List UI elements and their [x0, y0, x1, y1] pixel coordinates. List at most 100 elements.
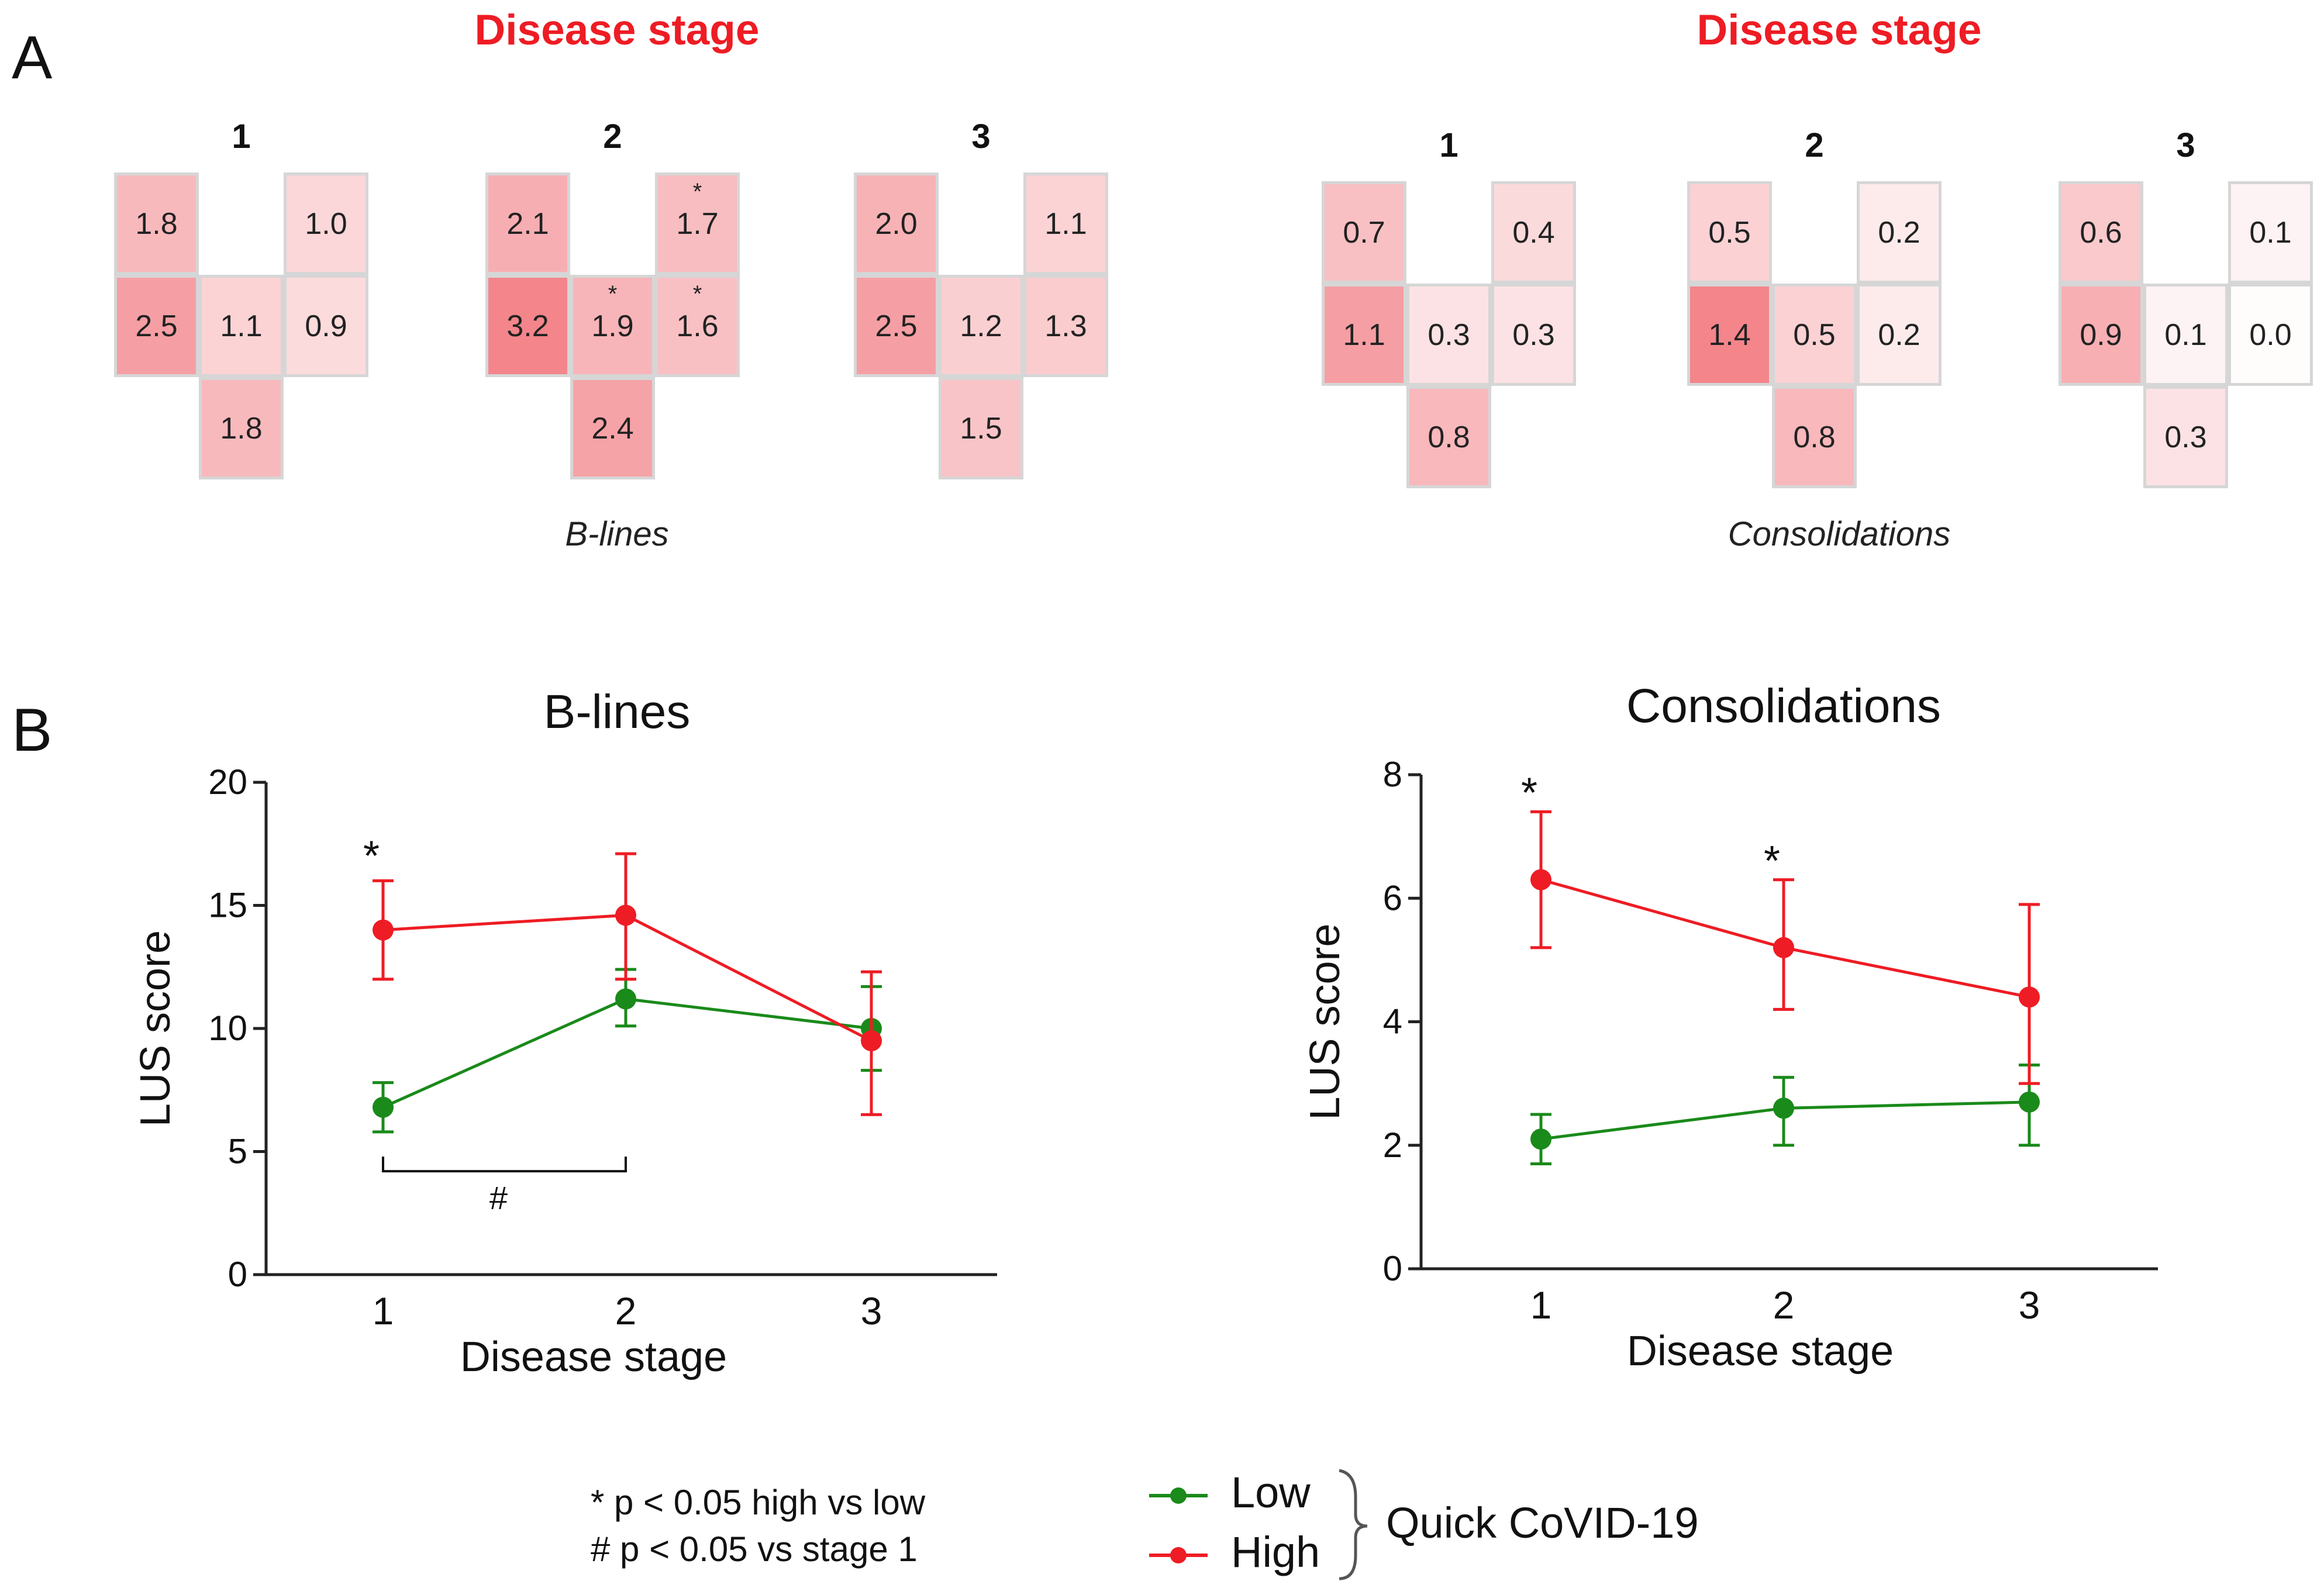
- b-lines-stage-1-mid-right-cell: 0.9: [284, 275, 368, 377]
- significance-star: *: [1521, 770, 1537, 817]
- b-lines-stage-1-top-right-cell: 1.0: [284, 172, 368, 275]
- b-lines-chart: B-lines 0 5 10 15 20 1 2 3 Disease stage LUS score…: [132, 685, 997, 1380]
- data-point: [1530, 1128, 1551, 1150]
- significance-star: *: [363, 833, 380, 879]
- consolidations-stage-1-mid-left-cell: 1.1: [1322, 284, 1406, 386]
- consolidations-stage-1-label: 1: [1439, 126, 1458, 164]
- data-point: [373, 919, 394, 941]
- y-tick-label: 0: [1383, 1249, 1402, 1288]
- consolidations-stage-2-mid-center-cell: 0.5: [1772, 284, 1857, 386]
- y-tick-label: 2: [1383, 1126, 1402, 1165]
- y-tick-label: 6: [1383, 878, 1402, 917]
- significance-star: *: [692, 281, 702, 307]
- legend-low-label: Low: [1231, 1468, 1311, 1517]
- chart-title: Consolidations: [1626, 679, 1941, 733]
- consolidations-stage-2-mid-right-cell: 0.2: [1857, 284, 1942, 386]
- legend-low-marker: [1149, 1487, 1208, 1504]
- consolidations-stage-1-top-left-cell: 0.7: [1322, 181, 1406, 284]
- data-point: [2019, 986, 2040, 1008]
- b-lines-stage-1-mid-center-cell: 1.1: [199, 275, 284, 377]
- data-point: [1773, 1097, 1794, 1119]
- b-lines-stage-2-top-left-cell: 2.1: [485, 172, 570, 275]
- consolidations-stage-3-bottom-cell: 0.3: [2143, 386, 2228, 488]
- consolidations-caption: Consolidations: [1728, 515, 1951, 553]
- y-tick-label: 15: [208, 886, 247, 925]
- x-tick-label: 1: [1530, 1283, 1552, 1327]
- series-high: [373, 852, 882, 1116]
- data-point: [615, 905, 636, 926]
- consolidations-stage-3-top-left-cell: 0.6: [2059, 181, 2143, 284]
- consolidations-stage-2-mid-left-cell: 1.4: [1687, 284, 1772, 386]
- consolidations-stage-1-top-right-cell: 0.4: [1491, 181, 1576, 284]
- x-tick-label: 3: [861, 1289, 882, 1333]
- series-high: [1530, 810, 2040, 1085]
- y-tick-label: 8: [1383, 755, 1402, 794]
- y-tick-label: 4: [1383, 1002, 1402, 1041]
- series-low: [373, 968, 882, 1134]
- y-tick-label: 0: [228, 1255, 247, 1294]
- consolidations-stage-1-bottom-cell: 0.8: [1406, 386, 1491, 488]
- consolidations-stage-1-mid-right-cell: 0.3: [1491, 284, 1576, 386]
- b-lines-caption: B-lines: [565, 515, 669, 553]
- note-high-vs-low: * p < 0.05 high vs low: [591, 1483, 926, 1522]
- x-axis-label: Disease stage: [460, 1334, 727, 1380]
- consolidations-stage-3-label: 3: [2176, 126, 2195, 164]
- b-lines-stage-2-top-right-cell: 1.7 *: [655, 172, 740, 275]
- note-vs-stage-1: # p < 0.05 vs stage 1: [591, 1530, 918, 1569]
- b-lines-stage-3-mid-right-cell: 1.3: [1023, 275, 1108, 377]
- consolidations-chart: Consolidations 0 2 4 6 8 1 2 3 Disease stage LUS s…: [1302, 679, 2158, 1375]
- x-tick-label: 2: [615, 1289, 637, 1333]
- b-lines-stage-3-mid-left-cell: 2.5: [854, 275, 939, 377]
- significance-hash: #: [489, 1179, 508, 1216]
- b-lines-stage-2-mid-right-cell: 1.6 *: [655, 275, 740, 377]
- b-lines-stage-2-bottom-cell: 2.4: [570, 377, 655, 479]
- panel-a-label: A: [12, 24, 53, 92]
- data-point: [861, 1030, 882, 1052]
- x-tick-label: 2: [1773, 1283, 1795, 1327]
- y-axis-label: LUS score: [132, 930, 179, 1127]
- b-lines-stage-3-bottom-cell: 1.5: [939, 377, 1023, 479]
- consolidations-stage-3-mid-left-cell: 0.9: [2059, 284, 2143, 386]
- b-lines-stage-2-mid-left-cell: 3.2: [485, 275, 570, 377]
- legend-high-marker: [1149, 1547, 1208, 1563]
- b-lines-stage-3-mid-center-cell: 1.2: [939, 275, 1023, 377]
- significance-bracket: [382, 1157, 627, 1173]
- consolidations-stage-2-top-right-cell: 0.2: [1857, 181, 1942, 284]
- b-lines-stage-2-mid-center-cell: 1.9 *: [570, 275, 655, 377]
- b-lines-stage-1-bottom-cell: 1.8: [199, 377, 284, 479]
- b-lines-stage-1-mid-left-cell: 2.5: [114, 275, 199, 377]
- consolidations-stage-3-mid-right-cell: 0.0: [2228, 284, 2313, 386]
- data-point: [615, 988, 636, 1010]
- significance-star: *: [1764, 838, 1780, 885]
- significance-star: *: [608, 281, 618, 307]
- b-lines-stage-3-top-left-cell: 2.0: [854, 172, 939, 275]
- data-point: [1530, 869, 1551, 890]
- b-lines-stage-1-label: 1: [232, 118, 251, 156]
- consolidations-stage-2-top-left-cell: 0.5: [1687, 181, 1772, 284]
- consolidations-stage-3-top-right-cell: 0.1: [2228, 181, 2313, 284]
- panel-b-label: B: [12, 696, 53, 764]
- data-point: [1773, 937, 1794, 958]
- b-lines-stage-title: Disease stage: [474, 6, 760, 54]
- significance-notes: * p < 0.05 high vs low # p < 0.05 vs sta…: [591, 1479, 925, 1573]
- legend-brace: [1339, 1469, 1368, 1580]
- consolidations-stage-title: Disease stage: [1697, 6, 1982, 54]
- y-tick-label: 10: [208, 1009, 247, 1048]
- legend-group-label: Quick CoVID-19: [1386, 1499, 1699, 1547]
- data-point: [2019, 1091, 2040, 1113]
- consolidations-stage-1-mid-center-cell: 0.3: [1406, 284, 1491, 386]
- series-low: [1530, 1063, 2040, 1165]
- data-point: [373, 1096, 394, 1118]
- y-tick-label: 5: [228, 1132, 247, 1171]
- y-tick-label: 20: [208, 762, 247, 802]
- b-lines-stage-3-top-right-cell: 1.1: [1023, 172, 1108, 275]
- b-lines-stage-2-label: 2: [603, 118, 622, 156]
- b-lines-stage-1-top-left-cell: 1.8: [114, 172, 199, 275]
- legend-high-label: High: [1231, 1528, 1320, 1576]
- chart-title: B-lines: [544, 685, 691, 738]
- x-tick-label: 1: [373, 1289, 394, 1333]
- y-axis-label: LUS score: [1302, 923, 1349, 1120]
- consolidations-stage-2-label: 2: [1805, 126, 1824, 164]
- b-lines-stage-3-label: 3: [971, 118, 991, 156]
- significance-star: *: [692, 179, 702, 205]
